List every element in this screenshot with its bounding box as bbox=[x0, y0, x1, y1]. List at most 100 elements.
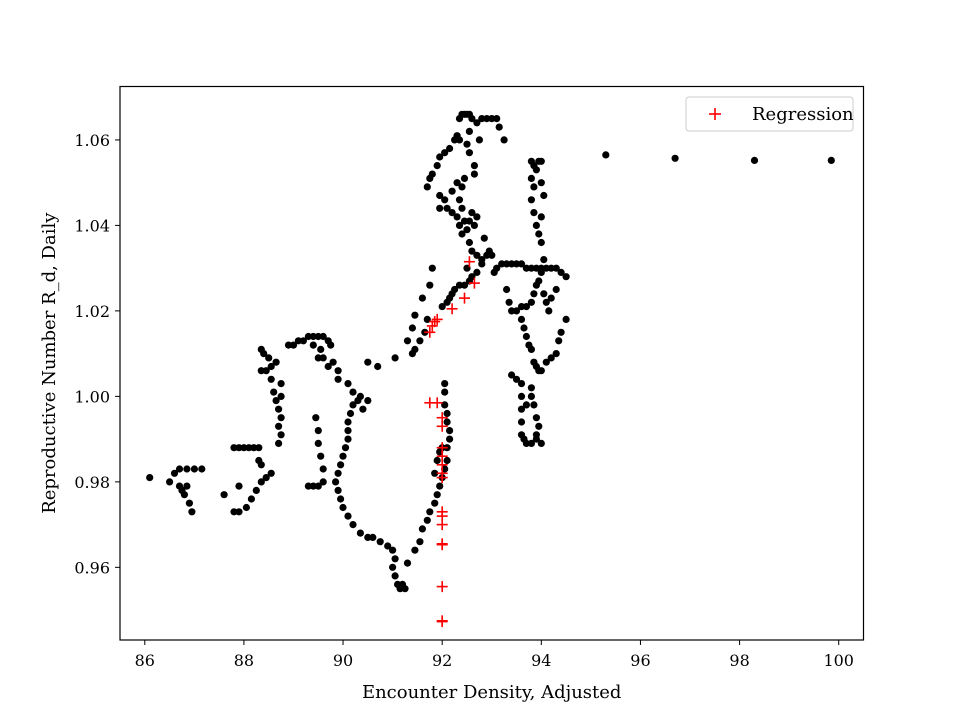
data-point bbox=[334, 375, 342, 383]
data-point bbox=[537, 238, 545, 247]
data-point bbox=[403, 559, 412, 567]
data-point bbox=[426, 281, 434, 289]
data-point bbox=[436, 153, 444, 161]
data-point bbox=[250, 444, 258, 452]
data-point bbox=[317, 452, 325, 460]
data-point bbox=[339, 452, 347, 460]
data-point bbox=[436, 204, 444, 212]
data-point bbox=[468, 247, 476, 255]
data-point bbox=[277, 431, 285, 439]
data-point bbox=[356, 392, 364, 400]
data-point bbox=[473, 119, 481, 127]
data-point bbox=[319, 354, 327, 362]
regression-point bbox=[446, 303, 458, 315]
regression-point bbox=[424, 326, 436, 338]
data-point bbox=[443, 204, 451, 212]
data-point bbox=[374, 362, 382, 371]
data-point bbox=[522, 303, 531, 311]
data-point bbox=[557, 328, 565, 336]
data-point bbox=[530, 183, 538, 191]
data-point bbox=[349, 521, 357, 529]
data-point bbox=[428, 170, 436, 178]
data-point bbox=[537, 179, 545, 187]
data-point bbox=[470, 221, 478, 229]
data-point bbox=[475, 136, 483, 144]
data-point bbox=[473, 268, 481, 276]
legend: Regression bbox=[685, 96, 854, 132]
x-tick-label: 98 bbox=[729, 651, 749, 670]
data-point bbox=[272, 397, 280, 405]
data-point bbox=[540, 191, 548, 200]
data-point bbox=[416, 337, 424, 345]
data-point bbox=[522, 332, 531, 341]
regression-point bbox=[436, 616, 448, 628]
data-point bbox=[426, 508, 434, 516]
legend-entry-label: Regression bbox=[752, 104, 854, 125]
data-point bbox=[411, 345, 419, 353]
data-point bbox=[277, 392, 285, 400]
data-point bbox=[443, 409, 451, 418]
data-point bbox=[512, 375, 521, 383]
data-point bbox=[277, 380, 285, 388]
data-point bbox=[267, 469, 275, 477]
data-point bbox=[470, 162, 478, 170]
regression-point bbox=[436, 472, 448, 484]
data-point bbox=[344, 512, 352, 520]
data-point bbox=[500, 136, 508, 144]
data-point bbox=[312, 414, 320, 422]
data-point bbox=[344, 427, 352, 435]
data-point bbox=[545, 307, 553, 315]
data-point bbox=[495, 123, 503, 131]
data-point bbox=[532, 221, 541, 229]
data-point bbox=[458, 230, 466, 238]
data-point bbox=[359, 405, 367, 413]
data-point bbox=[532, 414, 541, 422]
data-point bbox=[267, 362, 275, 371]
data-point bbox=[547, 354, 555, 362]
data-point bbox=[428, 264, 436, 272]
data-point bbox=[299, 337, 307, 345]
data-point bbox=[391, 555, 399, 563]
data-point bbox=[262, 367, 270, 375]
data-point bbox=[517, 315, 526, 323]
data-point bbox=[483, 115, 491, 123]
data-point bbox=[478, 256, 486, 264]
data-point bbox=[490, 268, 498, 276]
data-point bbox=[431, 499, 439, 507]
data-point bbox=[384, 542, 392, 550]
data-point bbox=[547, 264, 555, 272]
data-point bbox=[242, 503, 250, 512]
data-point bbox=[294, 337, 302, 345]
data-point bbox=[389, 546, 397, 554]
data-point bbox=[344, 435, 352, 443]
data-point bbox=[349, 388, 357, 396]
data-point bbox=[522, 264, 531, 272]
data-point bbox=[376, 538, 384, 546]
data-point bbox=[275, 439, 283, 447]
data-point bbox=[257, 461, 265, 469]
data-point bbox=[389, 563, 397, 571]
data-point bbox=[319, 332, 327, 341]
data-point bbox=[391, 572, 399, 580]
data-point bbox=[314, 439, 322, 447]
data-point bbox=[527, 392, 536, 400]
data-point bbox=[562, 273, 570, 281]
data-point bbox=[508, 371, 516, 379]
data-point bbox=[827, 156, 835, 164]
data-point bbox=[319, 465, 327, 473]
data-point bbox=[185, 499, 193, 507]
data-point bbox=[537, 439, 545, 447]
x-tick-label: 90 bbox=[333, 651, 353, 670]
regression-point bbox=[436, 420, 448, 432]
data-point bbox=[478, 115, 486, 123]
regression-point bbox=[436, 539, 448, 551]
data-point bbox=[170, 469, 179, 477]
data-point bbox=[272, 358, 280, 366]
regression-point bbox=[459, 292, 470, 304]
data-point bbox=[602, 151, 610, 159]
data-point bbox=[441, 388, 449, 396]
data-point bbox=[346, 409, 355, 418]
data-point bbox=[465, 238, 473, 247]
y-axis-label: Reproductive Number R_d, Daily bbox=[39, 212, 60, 514]
